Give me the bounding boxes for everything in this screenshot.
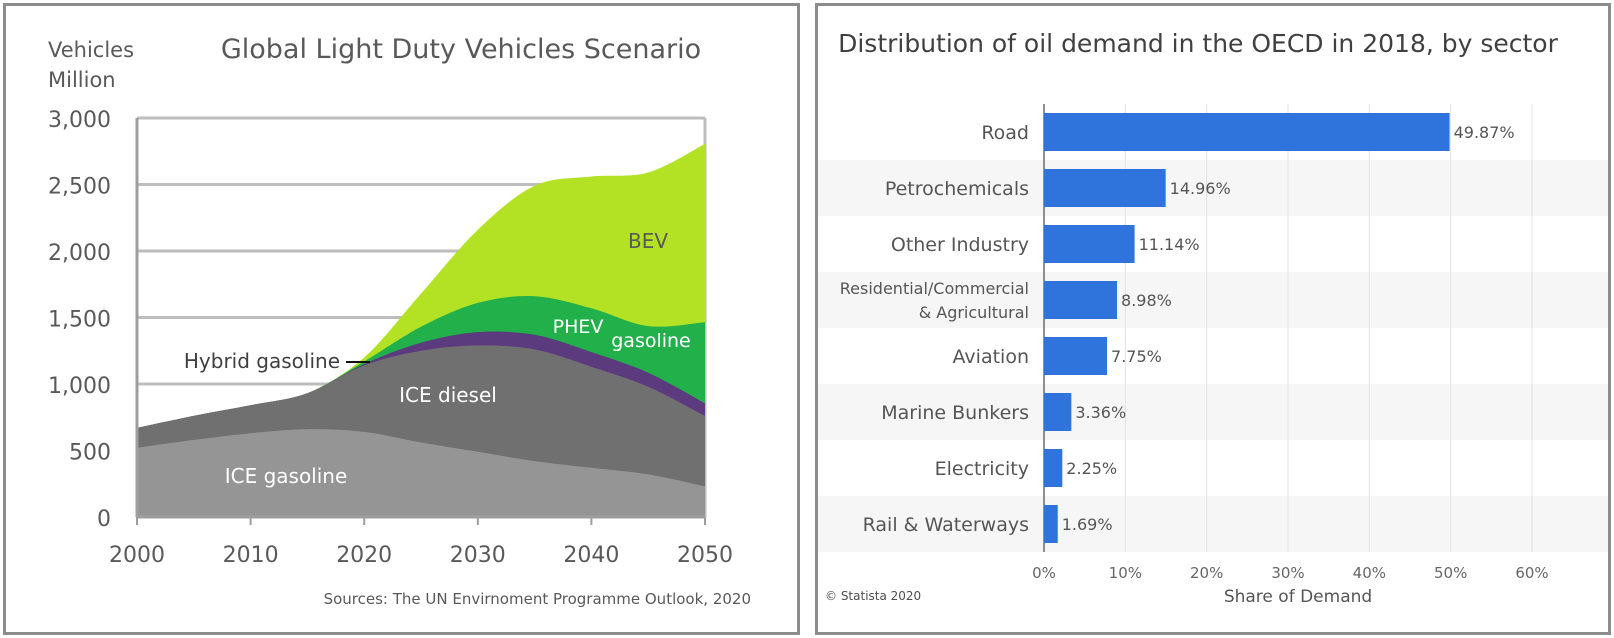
x-tick-label: 50% xyxy=(1434,564,1467,582)
plot-area: 0% 10% 20% 30% 40% 50% 60% 49.87% Road 14.96% Petr… xyxy=(818,104,1608,582)
oil-demand-bar-chart: Distribution of oil demand in the OECD i… xyxy=(818,29,1608,607)
x-tick-label: 40% xyxy=(1353,564,1386,582)
series-label-phev-line2: gasoline xyxy=(611,330,691,352)
x-tick-label: 10% xyxy=(1109,564,1142,582)
chart-title: Global Light Duty Vehicles Scenario xyxy=(221,34,701,65)
y-tick-label: 500 xyxy=(69,441,111,466)
y-tick-label: 2,500 xyxy=(48,175,111,200)
bar xyxy=(1044,225,1135,263)
bar-value-label: 8.98% xyxy=(1121,291,1172,310)
x-tick-label: 2010 xyxy=(223,543,279,568)
plot-area: 0 500 1,000 1,500 2,000 2,500 3,000 2000 2010 202… xyxy=(48,108,733,568)
bar-value-label: 2.25% xyxy=(1066,459,1117,478)
credit-label: © Statista 2020 xyxy=(825,589,921,603)
category-label: Electricity xyxy=(935,458,1029,480)
category-label: Rail & Waterways xyxy=(863,514,1029,536)
bar-value-label: 7.75% xyxy=(1111,347,1162,366)
bar xyxy=(1044,113,1450,151)
oil-demand-chart-panel: Distribution of oil demand in the OECD i… xyxy=(815,3,1611,635)
x-tick-label: 2050 xyxy=(677,543,733,568)
bar xyxy=(1044,449,1063,487)
y-tick-label: 0 xyxy=(97,507,111,532)
series-label-bev: BEV xyxy=(628,229,668,253)
x-tick-label: 2020 xyxy=(336,543,392,568)
vehicles-chart-panel: Global Light Duty Vehicles Scenario Vehi… xyxy=(3,3,800,635)
bar-value-label: 14.96% xyxy=(1170,179,1231,198)
y-tick-label: 3,000 xyxy=(48,108,111,133)
x-tick-label: 2040 xyxy=(563,543,619,568)
bar-value-label: 11.14% xyxy=(1139,235,1200,254)
x-axis-label: Share of Demand xyxy=(1224,587,1372,607)
bar xyxy=(1044,505,1058,543)
category-label: & Agricultural xyxy=(919,303,1029,322)
y-tick-label: 2,000 xyxy=(48,241,111,266)
x-tick-label: 0% xyxy=(1032,564,1056,582)
category-label: Road xyxy=(981,122,1029,144)
x-tick-label: 20% xyxy=(1190,564,1223,582)
category-label: Petrochemicals xyxy=(885,178,1029,200)
bar-value-label: 1.69% xyxy=(1062,515,1113,534)
row-band xyxy=(818,496,1608,552)
y-tick-label: 1,000 xyxy=(48,374,111,399)
series-label-ice-diesel: ICE diesel xyxy=(399,383,497,407)
bar xyxy=(1044,393,1072,431)
bar-value-label: 49.87% xyxy=(1454,123,1515,142)
category-label: Other Industry xyxy=(891,234,1029,256)
bar xyxy=(1044,337,1108,375)
row-band xyxy=(818,272,1608,328)
x-tick-label: 2000 xyxy=(109,543,165,568)
series-label-phev-line1: PHEV xyxy=(553,316,604,338)
x-tick-label: 60% xyxy=(1515,564,1548,582)
bar xyxy=(1044,281,1118,319)
x-tick-label: 30% xyxy=(1271,564,1304,582)
vehicles-area-chart: Global Light Duty Vehicles Scenario Vehi… xyxy=(48,34,751,608)
source-note: Sources: The UN Envirnoment Programme Ou… xyxy=(324,590,751,608)
area-ice-gasoline xyxy=(137,429,705,517)
y-axis-label-line2: Million xyxy=(48,68,116,92)
series-label-hybrid-gasoline: Hybrid gasoline xyxy=(184,349,340,373)
x-tick-label: 2030 xyxy=(450,543,506,568)
category-label: Marine Bunkers xyxy=(881,402,1029,424)
category-label: Aviation xyxy=(953,346,1029,368)
bar-value-label: 3.36% xyxy=(1075,403,1126,422)
row-band xyxy=(818,160,1608,216)
bar xyxy=(1044,169,1166,207)
row-band xyxy=(818,384,1608,440)
y-tick-label: 1,500 xyxy=(48,308,111,333)
category-label: Residential/Commercial xyxy=(840,279,1029,298)
y-axis-label-line1: Vehicles xyxy=(48,38,134,62)
series-label-ice-gasoline: ICE gasoline xyxy=(225,464,348,488)
chart-title: Distribution of oil demand in the OECD i… xyxy=(838,29,1559,58)
